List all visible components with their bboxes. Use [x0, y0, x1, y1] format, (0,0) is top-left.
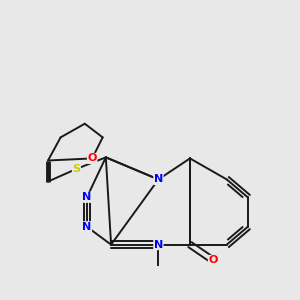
Text: N: N	[82, 222, 92, 232]
Text: O: O	[88, 153, 97, 164]
Text: N: N	[154, 240, 163, 250]
Text: O: O	[208, 255, 218, 266]
Text: S: S	[72, 164, 80, 174]
Text: N: N	[82, 192, 92, 202]
Text: N: N	[154, 174, 163, 184]
